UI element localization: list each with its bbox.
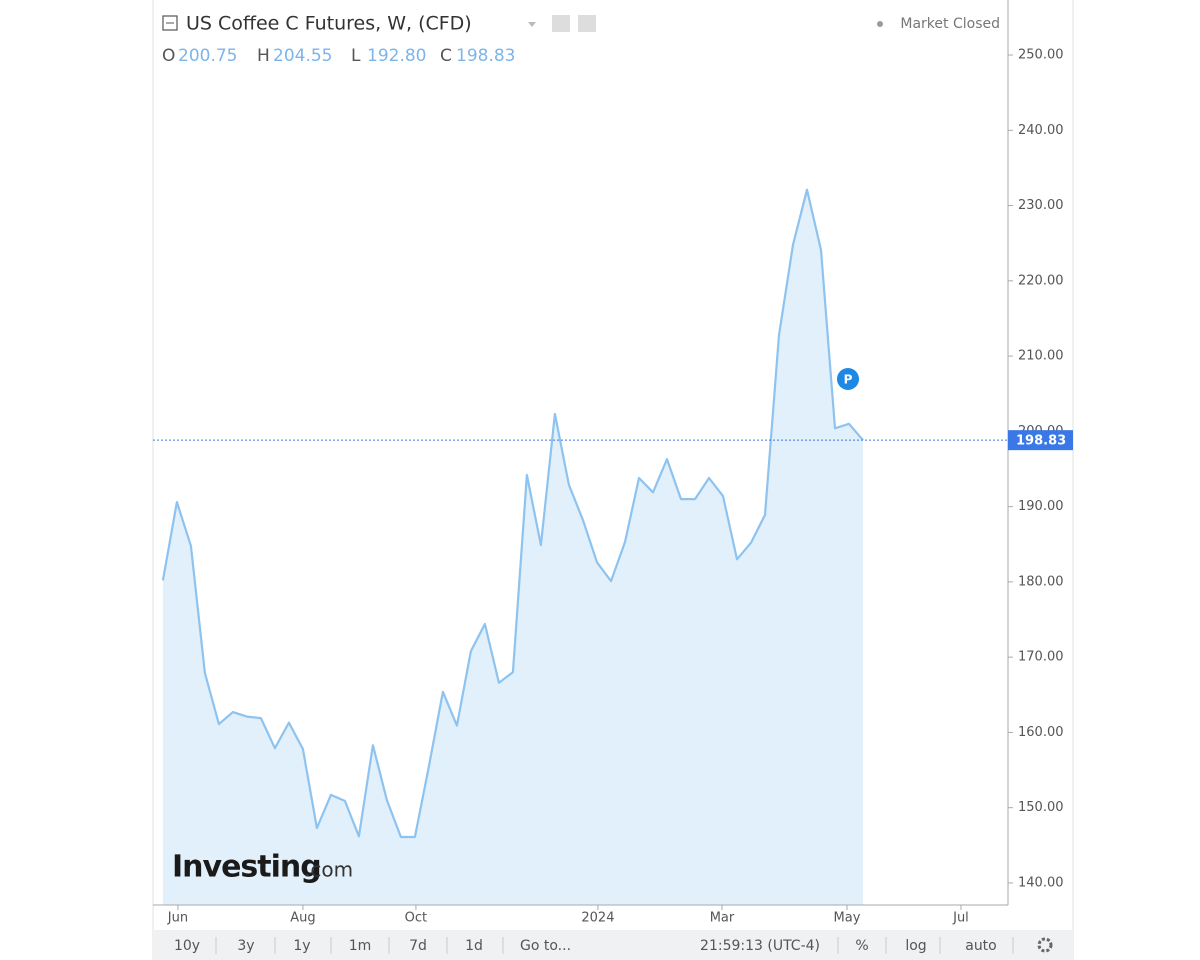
x-tick-label: 2024 [581, 911, 614, 926]
y-tick-label: 160.00 [1018, 725, 1064, 740]
y-tick-label: 250.00 [1018, 48, 1064, 63]
goto-button[interactable]: Go to... [520, 938, 571, 954]
y-tick-label: 180.00 [1018, 574, 1064, 589]
ohlc-key: L [351, 46, 361, 66]
y-tick-label: 170.00 [1018, 650, 1064, 665]
x-tick-label: Aug [290, 911, 315, 926]
toolbar-items: 10y 3y 1y 1m 7d 1d Go to... 21:59:13 (UTC-4)% lo… [174, 937, 1053, 954]
y-tick-label: 240.00 [1018, 123, 1064, 138]
toolbar [153, 930, 1073, 960]
range-button[interactable]: 3y [237, 938, 254, 954]
ohlc-value: 192.80 [367, 46, 426, 66]
settings-gear[interactable] [1037, 937, 1053, 953]
ohlc-value: 198.83 [456, 46, 515, 66]
range-button[interactable]: 10y [174, 938, 200, 954]
y-tick-label: 230.00 [1018, 198, 1064, 213]
dropdown-icon[interactable] [528, 22, 536, 27]
x-tick-label: Jun [167, 911, 188, 926]
watermark-suffix: .com [304, 858, 353, 882]
last-price-label: 198.83 [1016, 434, 1066, 449]
x-tick-label: Jul [952, 911, 969, 926]
market-status: Market Closed [900, 16, 1000, 32]
y-tick-label: 210.00 [1018, 349, 1064, 364]
settings-icon[interactable] [578, 15, 596, 32]
last-price-tag [1008, 430, 1073, 451]
marker-label: P [844, 373, 853, 387]
y-tick-label: 140.00 [1018, 875, 1064, 890]
x-tick-label: Oct [405, 911, 427, 926]
marker-badge[interactable] [837, 368, 859, 390]
eye-icon[interactable] [552, 15, 570, 32]
y-tick-label: 220.00 [1018, 273, 1064, 288]
price-line [161, 188, 864, 839]
status-dot [877, 21, 883, 27]
x-tick-label: May [834, 911, 861, 926]
option-button[interactable]: auto [965, 938, 997, 954]
ohlc-key: H [257, 46, 270, 66]
collapse-icon[interactable] [162, 15, 178, 31]
range-button[interactable]: 1y [293, 938, 310, 954]
area-fill [162, 189, 863, 905]
option-button[interactable]: log [905, 938, 926, 954]
range-button[interactable]: 1m [349, 938, 372, 954]
clock: 21:59:13 (UTC-4) [700, 938, 820, 954]
ohlc-key: O [162, 46, 175, 66]
plot-area [161, 188, 864, 905]
chart-title: US Coffee C Futures, W, (CFD) [186, 13, 472, 35]
option-button[interactable]: % [855, 938, 868, 954]
ohlc-value: 204.55 [273, 46, 332, 66]
range-button[interactable]: 7d [409, 938, 427, 954]
x-tick-label: Mar [710, 911, 735, 926]
range-button[interactable]: 1d [465, 938, 483, 954]
watermark-brand: Investing [172, 850, 321, 885]
y-tick-label: 150.00 [1018, 800, 1064, 815]
y-tick-label: 190.00 [1018, 499, 1064, 514]
ohlc-key: C [440, 46, 452, 66]
ohlc-value: 200.75 [178, 46, 237, 66]
ohlc-row: O 200.75 H 204.55 L 192.80 C 198.83 [162, 46, 515, 66]
